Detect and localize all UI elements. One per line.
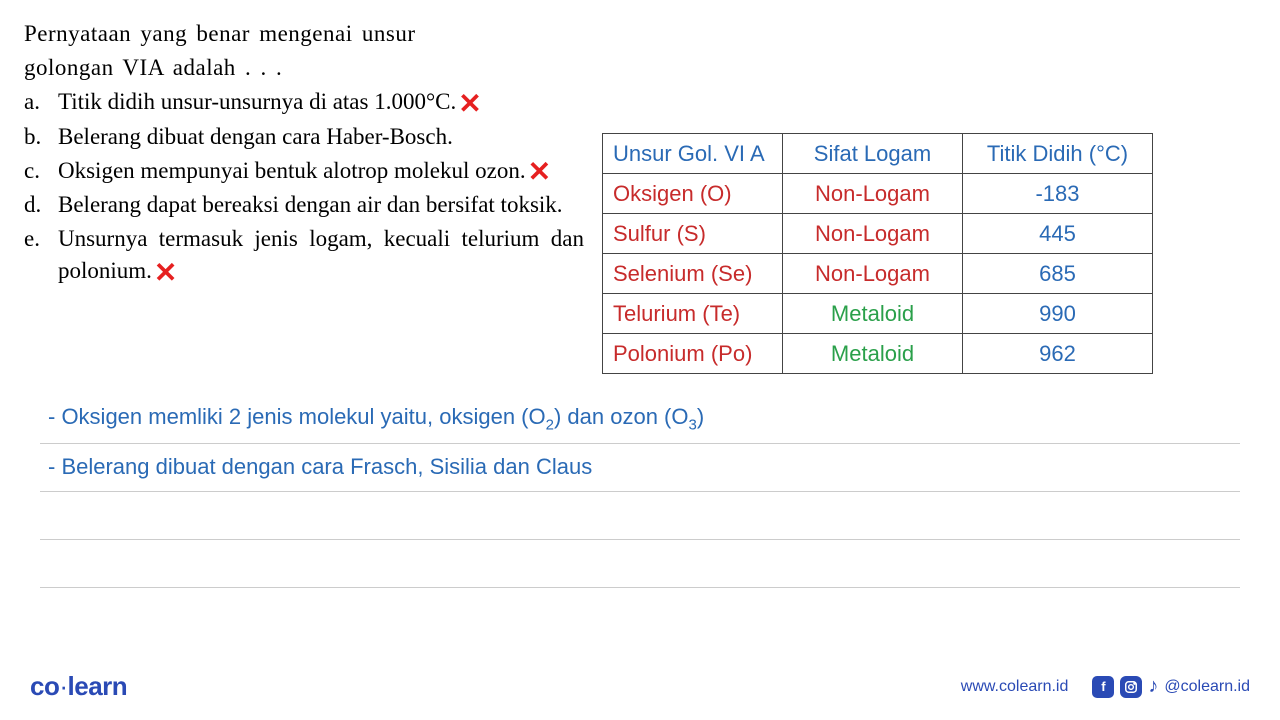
element-cell: Selenium (Se)	[603, 254, 783, 294]
facebook-icon[interactable]: f	[1092, 676, 1114, 698]
element-cell: Telurium (Te)	[603, 294, 783, 334]
table-row: Selenium (Se) Non-Logam 685	[603, 254, 1153, 294]
notes-area: - Oksigen memliki 2 jenis molekul yaitu,…	[0, 374, 1280, 588]
table-row: Telurium (Te) Metaloid 990	[603, 294, 1153, 334]
cross-icon: ✕	[458, 94, 481, 114]
sifat-cell: Metaloid	[783, 334, 963, 374]
option-a: a. Titik didih unsur-unsurnya di atas 1.…	[24, 86, 584, 118]
option-b: b. Belerang dibuat dengan cara Haber-Bos…	[24, 121, 584, 153]
option-d: d. Belerang dapat bereaksi dengan air da…	[24, 189, 584, 221]
footer: co·learn www.colearn.id f ♪ @colearn.id	[0, 671, 1280, 702]
note-line-2: - Belerang dibuat dengan cara Frasch, Si…	[40, 444, 1240, 492]
option-text-e: Unsurnya termasuk jenis logam, kecuali t…	[58, 223, 584, 287]
instagram-icon[interactable]	[1120, 676, 1142, 698]
empty-line	[40, 540, 1240, 588]
option-label-c: c.	[24, 155, 58, 187]
social-handle: @colearn.id	[1164, 678, 1250, 696]
table-row: Sulfur (S) Non-Logam 445	[603, 214, 1153, 254]
cross-icon: ✕	[528, 162, 551, 182]
header-titik: Titik Didih (°C)	[963, 134, 1153, 174]
option-text-d: Belerang dapat bereaksi dengan air dan b…	[58, 189, 584, 221]
option-label-e: e.	[24, 223, 58, 255]
empty-line	[40, 492, 1240, 540]
option-text-a: Titik didih unsur-unsurnya di atas 1.000…	[58, 86, 584, 118]
titik-cell: 685	[963, 254, 1153, 294]
options-list: a. Titik didih unsur-unsurnya di atas 1.…	[24, 86, 584, 287]
table-area: Unsur Gol. VI A Sifat Logam Titik Didih …	[602, 133, 1153, 374]
option-text-b: Belerang dibuat dengan cara Haber-Bosch.	[58, 121, 584, 153]
tiktok-icon[interactable]: ♪	[1148, 675, 1158, 698]
table-row: Polonium (Po) Metaloid 962	[603, 334, 1153, 374]
logo: co·learn	[30, 671, 127, 702]
element-cell: Oksigen (O)	[603, 174, 783, 214]
sifat-cell: Non-Logam	[783, 214, 963, 254]
titik-cell: 990	[963, 294, 1153, 334]
element-cell: Polonium (Po)	[603, 334, 783, 374]
titik-cell: 962	[963, 334, 1153, 374]
question-line-2: golongan VIA adalah . . .	[24, 52, 584, 84]
sifat-cell: Non-Logam	[783, 174, 963, 214]
sifat-cell: Metaloid	[783, 294, 963, 334]
question-area: Pernyataan yang benar mengenai unsur gol…	[24, 18, 584, 374]
option-label-b: b.	[24, 121, 58, 153]
cross-icon: ✕	[154, 263, 177, 283]
table-header-row: Unsur Gol. VI A Sifat Logam Titik Didih …	[603, 134, 1153, 174]
option-e: e. Unsurnya termasuk jenis logam, kecual…	[24, 223, 584, 287]
header-unsur: Unsur Gol. VI A	[603, 134, 783, 174]
top-content: Pernyataan yang benar mengenai unsur gol…	[0, 0, 1280, 374]
sifat-cell: Non-Logam	[783, 254, 963, 294]
footer-right: www.colearn.id f ♪ @colearn.id	[961, 675, 1250, 698]
option-c: c. Oksigen mempunyai bentuk alotrop mole…	[24, 155, 584, 187]
social-links: f ♪ @colearn.id	[1092, 675, 1250, 698]
option-label-d: d.	[24, 189, 58, 221]
option-label-a: a.	[24, 86, 58, 118]
question-line-1: Pernyataan yang benar mengenai unsur	[24, 18, 584, 50]
titik-cell: -183	[963, 174, 1153, 214]
note-line-1: - Oksigen memliki 2 jenis molekul yaitu,…	[40, 394, 1240, 444]
titik-cell: 445	[963, 214, 1153, 254]
option-text-c: Oksigen mempunyai bentuk alotrop molekul…	[58, 155, 584, 187]
elements-table: Unsur Gol. VI A Sifat Logam Titik Didih …	[602, 133, 1153, 374]
header-sifat: Sifat Logam	[783, 134, 963, 174]
table-row: Oksigen (O) Non-Logam -183	[603, 174, 1153, 214]
element-cell: Sulfur (S)	[603, 214, 783, 254]
website-link[interactable]: www.colearn.id	[961, 678, 1069, 696]
